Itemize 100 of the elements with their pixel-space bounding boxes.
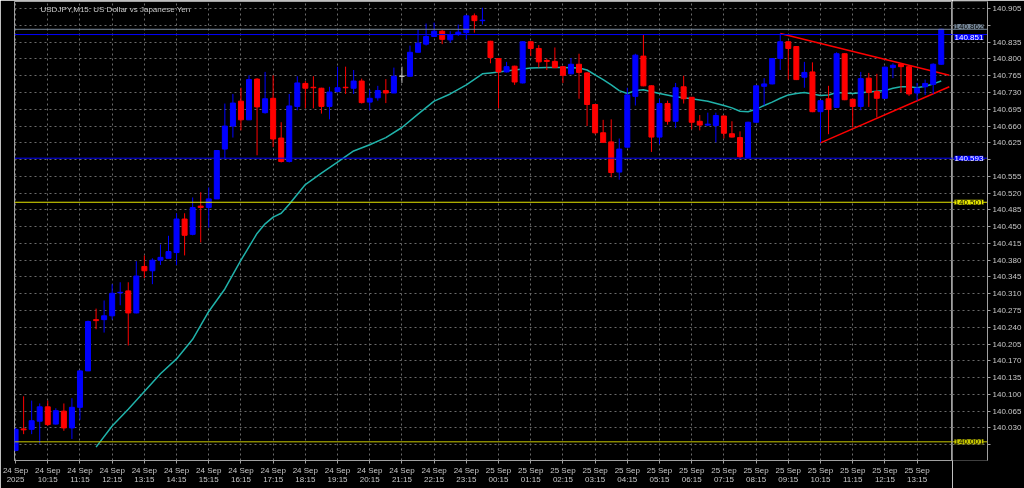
candlestick [149,257,156,285]
candlestick [922,79,929,96]
candlestick [109,283,116,321]
x-tick-label: 24 Sep 18:15 [292,465,319,484]
y-tick-label: 140.800 [992,54,1022,64]
x-tick-label: 25 Sep 07:15 [711,465,738,484]
y-tick-label: 140.625 [992,138,1022,148]
chart-title: USDJPY,M15: US Dollar vs Japanese Yen [40,4,191,14]
candlestick [302,80,309,109]
candlestick [914,82,921,102]
x-tick-label: 24 Sep 10:15 [35,465,61,484]
candlestick [930,62,937,95]
x-tick-label: 24 Sep 13:15 [131,465,158,484]
candlestick [44,400,51,427]
y-tick-label: 140.450 [992,222,1022,232]
candlestick [471,12,478,34]
x-tick-label: 24 Sep 23:15 [453,465,480,484]
candlestick [334,66,341,94]
x-tick-label: 25 Sep 13:15 [904,465,931,484]
x-tick-label: 24 Sep 15:15 [196,465,222,484]
ref-line-label: 140.501 [954,197,984,207]
candlestick [817,99,824,143]
candlestick [576,53,583,100]
x-tick-label: 24 Sep 17:15 [260,465,287,484]
ref-line-label: 140.851 [954,32,984,42]
x-tick-label: 24 Sep 22:15 [421,465,448,484]
candlestick [382,78,389,104]
ref-line-label: 140.593 [954,153,984,163]
candlestick [350,69,357,95]
candlestick [406,45,413,77]
x-tick-label: 24 Sep 16:15 [228,465,255,484]
y-tick-label: 140.205 [992,339,1022,349]
x-tick-label: 24 Sep 2025 [2,465,29,484]
candlestick [358,78,365,105]
candlestick [366,89,373,111]
candlestick [294,75,301,111]
y-tick-label: 140.170 [992,356,1022,366]
candlestick [865,72,872,108]
candlestick [737,130,743,160]
y-tick-label: 140.520 [992,188,1022,198]
x-tick-label: 25 Sep 03:15 [582,465,609,484]
y-tick-label: 140.135 [992,373,1022,383]
candlestick [237,87,244,131]
x-tick-label: 24 Sep 19:15 [324,465,351,484]
candlestick [141,254,148,279]
y-tick-label: 140.100 [992,389,1022,399]
ref-line-label: 140.862 [954,21,984,31]
candlestick [36,402,43,445]
x-tick-label: 24 Sep 20:15 [357,465,383,484]
candlestick [60,402,67,432]
x-tick-label: 25 Sep 09:15 [775,465,802,484]
candlestick [664,100,671,126]
candlestick [680,75,687,105]
candlestick [390,67,397,94]
candlestick [712,112,719,143]
candlestick [101,299,108,334]
y-tick-label: 140.765 [992,71,1022,81]
x-tick-label: 25 Sep 06:15 [679,465,705,484]
x-tick-label: 24 Sep 21:15 [389,465,416,484]
x-tick-label: 25 Sep 10:15 [807,465,834,484]
y-tick-label: 140.275 [992,306,1022,316]
y-tick-label: 140.905 [992,4,1022,14]
x-tick-label: 24 Sep 14:15 [163,465,190,484]
x-tick-label: 25 Sep 00:15 [485,465,512,484]
y-tick-label: 140.345 [992,272,1022,282]
candlestick [326,86,333,120]
candlestick [205,186,212,229]
ref-line-label: 140.001 [954,437,984,447]
x-tick-label: 25 Sep 08:15 [743,465,770,484]
candlestick [68,397,75,440]
x-tick-label: 25 Sep 04:15 [614,465,641,484]
candlestick [761,77,768,106]
x-tick-label: 25 Sep 11:15 [840,465,866,484]
x-tick-label: 25 Sep 01:15 [518,465,544,484]
candlestick [801,61,808,89]
candlestick [20,395,27,435]
candlestick [825,85,832,135]
y-tick-label: 140.310 [992,289,1022,299]
candlestick [728,120,735,139]
x-tick-label: 24 Sep 11:15 [67,465,94,484]
y-tick-label: 140.030 [992,423,1022,433]
candlestick [278,121,285,163]
candlestick [495,57,502,109]
y-tick-label: 140.240 [992,322,1022,332]
candlestick [318,87,325,115]
x-tick-label: 25 Sep 12:15 [872,465,899,484]
candlestick [197,191,204,243]
y-tick-label: 140.660 [992,121,1022,131]
candlestick [785,40,792,81]
candlestick [181,212,188,256]
x-tick-label: 24 Sep 12:15 [99,465,126,484]
candlestick [600,119,607,144]
x-tick-label: 25 Sep 05:15 [646,465,673,484]
candlestick [720,115,727,140]
y-tick-label: 140.695 [992,104,1022,114]
y-tick-label: 140.380 [992,255,1022,265]
y-tick-label: 140.730 [992,88,1022,98]
y-tick-label: 140.065 [992,406,1022,416]
x-tick-label: 25 Sep 02:15 [550,465,577,484]
y-tick-label: 140.415 [992,238,1022,248]
